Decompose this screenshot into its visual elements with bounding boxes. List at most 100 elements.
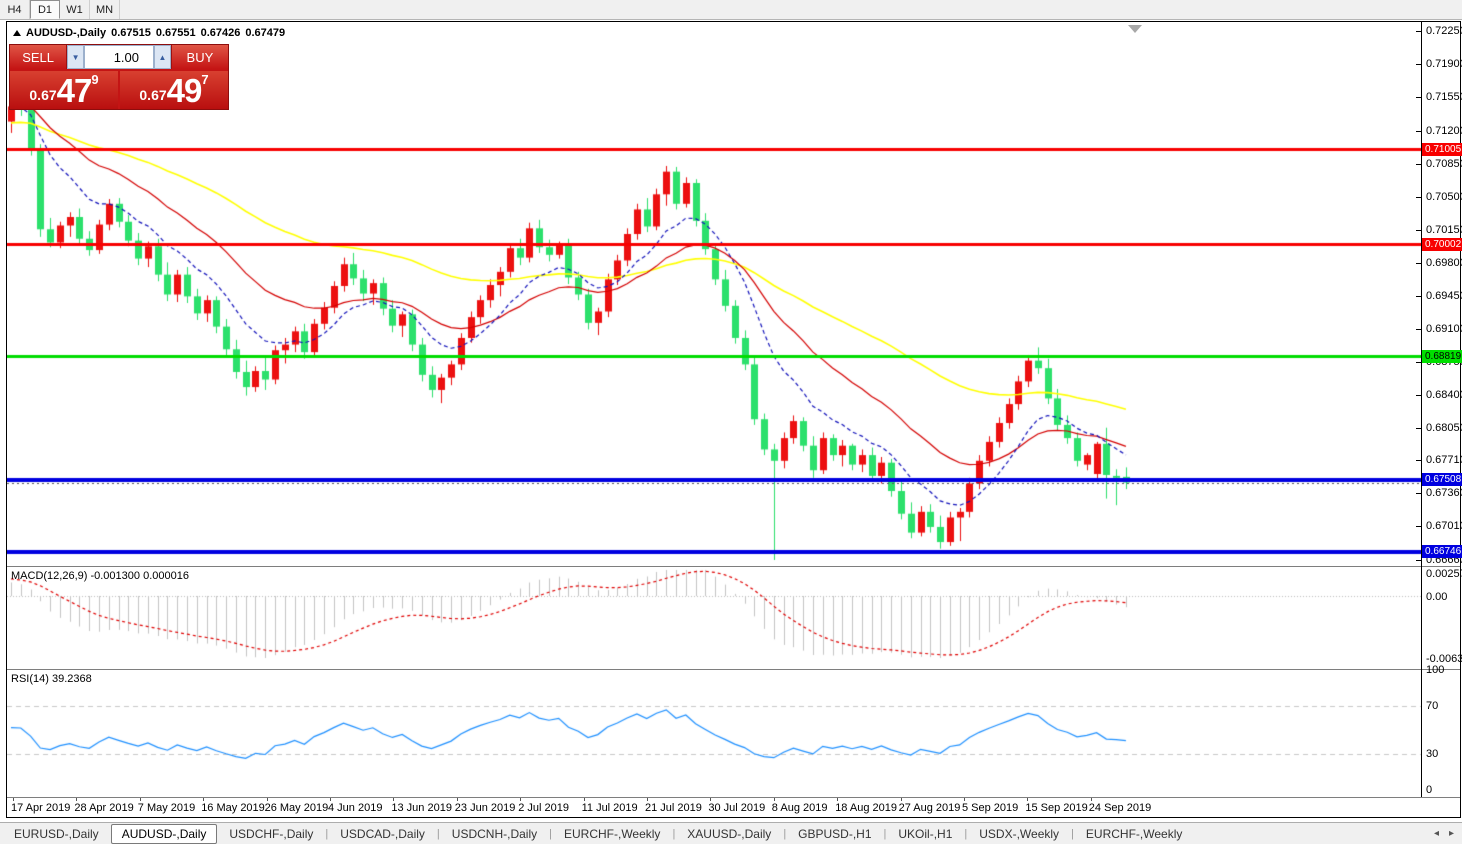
tab-separator: | [783, 827, 787, 840]
price-axis-tick-label: 0.68400 [1426, 389, 1462, 401]
price-axis-tick-label: 0.69800 [1426, 257, 1462, 269]
rsi-axis-label: 70 [1426, 700, 1439, 712]
price-level-badge: 0.67508 [1422, 473, 1462, 486]
tab-audusd-daily[interactable]: AUDUSD-,Daily [110, 823, 218, 844]
sell-price-panel[interactable]: 0.67 47 9 [10, 71, 118, 109]
tab-eurchf-weekly[interactable]: EURCHF-,Weekly [563, 826, 661, 841]
price-axis-tick-label: 0.71900 [1426, 58, 1462, 70]
rsi-panel-separator[interactable] [7, 669, 1460, 670]
tab-separator: | [883, 827, 887, 840]
rsi-indicator-canvas[interactable] [7, 670, 1421, 797]
sell-price-big: 47 [56, 72, 93, 109]
timeframe-button-mn[interactable]: MN [90, 0, 120, 19]
macd-indicator-canvas[interactable] [7, 567, 1421, 669]
date-axis-tickmark [900, 798, 902, 801]
rsi-axis-label: 100 [1426, 664, 1445, 676]
date-axis[interactable]: 17 Apr 2019 28 Apr 2019 7 May 2019 16 May 2… [7, 798, 1460, 817]
tab-ukoil-h1[interactable]: UKOil-,H1 [898, 826, 953, 841]
date-axis-tick-label: 27 Aug 2019 [898, 802, 961, 814]
price-axis-line [1421, 22, 1422, 797]
tab-scroll-left-icon[interactable]: ◂ [1433, 828, 1439, 839]
date-axis-tick-label: 26 May 2019 [264, 802, 329, 814]
buy-button[interactable]: BUY [170, 45, 228, 69]
ohlc-open: 0.67515 [111, 27, 151, 39]
price-axis-tick-label: 0.70850 [1426, 158, 1462, 170]
date-axis-tickmark [13, 798, 14, 801]
price-axis-tick-label: 0.67710 [1426, 454, 1462, 466]
tab-separator: | [672, 827, 676, 840]
tab-scroll-right-icon[interactable]: ▸ [1448, 828, 1454, 839]
macd-axis-label: 0.002574 [1426, 568, 1462, 580]
chart-tab-bar: EURUSD-,Daily AUDUSD-,Daily USDCHF-,Daily |… [0, 822, 1462, 844]
tab-usdchf-daily[interactable]: USDCHF-,Daily [229, 826, 314, 841]
tab-usdcnh-daily[interactable]: USDCNH-,Daily [451, 826, 538, 841]
main-chart-canvas[interactable] [7, 22, 1421, 566]
date-axis-tickmark [1027, 798, 1029, 801]
price-axis-tickmark [1416, 97, 1421, 98]
volume-increase-button[interactable]: ▲ [154, 45, 171, 69]
tab-eurchf-weekly[interactable]: EURCHF-,Weekly [1085, 826, 1183, 841]
timeframe-button-h4[interactable]: H4 [0, 0, 30, 19]
ohlc-high: 0.67551 [155, 27, 196, 39]
price-axis-tick-label: 0.67010 [1426, 520, 1462, 532]
macd-axis-label: 0.00 [1426, 591, 1448, 603]
timeframe-toolbar: H4 D1 W1 MN [0, 0, 1462, 20]
date-axis-tick-label: 18 Aug 2019 [835, 802, 897, 814]
price-axis-tickmark [1416, 362, 1421, 363]
timeframe-button-w1[interactable]: W1 [60, 0, 90, 19]
tab-separator: | [325, 827, 329, 840]
date-axis-tick-label: 7 May 2019 [137, 802, 196, 814]
date-axis-tickmark [837, 798, 839, 801]
date-axis-tickmark [1090, 798, 1092, 801]
date-axis-tickmark [964, 798, 965, 801]
date-axis-tickmark [203, 798, 205, 801]
tab-gbpusd-h1[interactable]: GBPUSD-,H1 [798, 826, 872, 841]
tab-usdx-weekly[interactable]: USDX-,Weekly [979, 826, 1060, 841]
price-axis-tickmark [1416, 31, 1421, 32]
price-axis-tick-label: 0.71200 [1426, 125, 1462, 137]
sell-price-pip: 9 [91, 72, 99, 87]
date-axis-tick-label: 24 Sep 2019 [1088, 802, 1152, 814]
tab-separator: | [549, 827, 552, 840]
date-axis-tickmark [393, 798, 395, 801]
date-axis-tick-label: 4 Jun 2019 [328, 802, 383, 814]
buy-price-panel[interactable]: 0.67 49 7 [120, 71, 228, 109]
chart-window: AUDUSD-,Daily 0.67515 0.67551 0.67426 0.6747… [6, 21, 1462, 818]
date-axis-tickmark [266, 798, 268, 801]
price-axis-tickmark [1416, 197, 1421, 198]
tab-eurusd-daily[interactable]: EURUSD-,Daily [14, 826, 99, 841]
price-axis-tickmark [1416, 428, 1421, 429]
chart-shift-marker-icon[interactable] [1128, 25, 1142, 33]
date-axis-tick-label: 23 Jun 2019 [454, 802, 516, 814]
macd-axis-label: -0.006326 [1426, 653, 1462, 665]
buy-price-pip: 7 [201, 72, 209, 87]
rsi-label: RSI(14) 39.2368 [11, 673, 92, 685]
tab-xauusd-daily[interactable]: XAUUSD-,Daily [687, 826, 772, 841]
buy-price-big: 49 [166, 72, 203, 109]
rsi-axis-label: 30 [1426, 748, 1439, 760]
price-axis-tickmark [1416, 296, 1421, 297]
date-axis-tickmark [647, 798, 648, 801]
date-axis-tick-label: 28 Apr 2019 [74, 802, 134, 814]
volume-input[interactable] [84, 45, 154, 69]
ohlc-close: 0.67479 [245, 27, 286, 39]
date-axis-tickmark [456, 798, 458, 801]
rsi-axis-label: 0 [1426, 784, 1433, 796]
tab-separator: | [436, 827, 440, 840]
price-level-badge: 0.70002 [1422, 238, 1462, 251]
price-axis-tickmark [1416, 131, 1421, 132]
macd-panel-separator[interactable] [7, 566, 1460, 567]
date-axis-tickmark [520, 798, 522, 801]
date-axis-tickmark [76, 798, 78, 801]
date-axis-tick-label: 13 Jun 2019 [391, 802, 452, 814]
timeframe-button-d1[interactable]: D1 [30, 0, 60, 19]
tab-usdcad-daily[interactable]: USDCAD-,Daily [340, 826, 425, 841]
date-axis-tick-label: 15 Sep 2019 [1025, 802, 1088, 814]
chart-symbol: AUDUSD-,Daily [26, 27, 107, 39]
volume-decrease-button[interactable]: ▼ [67, 45, 84, 69]
date-axis-tick-label: 11 Jul 2019 [581, 802, 638, 814]
price-axis-tick-label: 0.68050 [1426, 422, 1462, 434]
sell-button[interactable]: SELL [10, 45, 68, 69]
date-axis-tickmark [710, 798, 712, 801]
chart-caption: AUDUSD-,Daily 0.67515 0.67551 0.67426 0.6747… [13, 27, 290, 39]
